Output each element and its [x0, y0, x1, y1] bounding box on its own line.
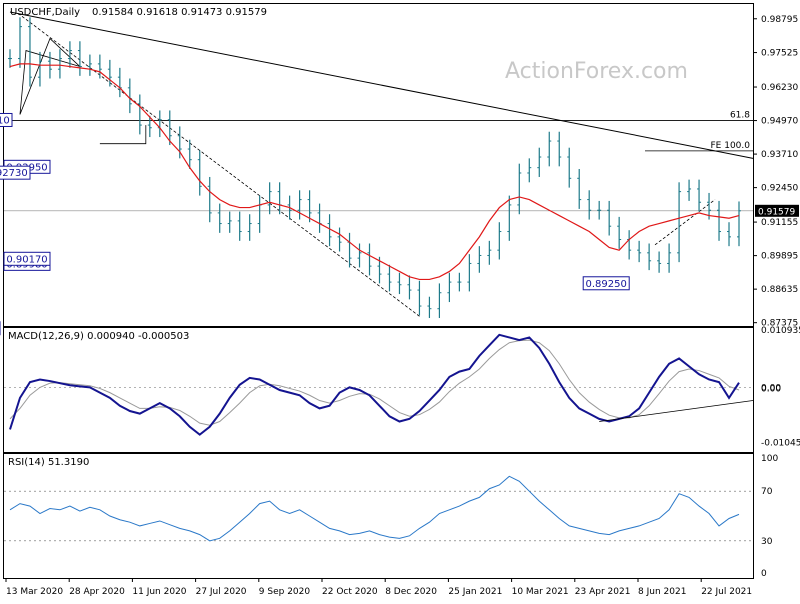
x-tick-label: 8 Jun 2021: [638, 587, 686, 597]
price-panel-frame: [3, 3, 754, 327]
rsi-layer: RSI(14) 51.3190 100 70 30 0: [4, 454, 778, 579]
long-trendline: [9, 11, 754, 159]
x-tick-label: 13 Mar 2020: [6, 587, 63, 597]
last-price-label: 0.91579: [758, 207, 795, 217]
price-annotation-box: [3, 251, 51, 266]
macd-main-line: [9, 333, 740, 436]
rising-trendline-dashed: [654, 199, 716, 246]
price-tick-label: 0.88635: [761, 285, 798, 295]
price-annotation-box: [582, 276, 630, 291]
rsi-tick-label: 100: [761, 454, 778, 464]
price-annotation-box: [0, 112, 13, 127]
macd-layer: MACD(12,26,9) 0.000940 -0.000503 0.010935…: [4, 326, 800, 448]
price-annotation-label: 0.94710: [0, 115, 10, 126]
rsi-line: [9, 475, 740, 542]
macd-tick-label: -0.010459: [761, 438, 800, 448]
price-annotation-label: 0.90170: [6, 254, 47, 265]
header: USDCHF,Daily 0.91584 0.91618 0.91473 0.9…: [10, 7, 267, 18]
header-symbol: USDCHF,Daily: [10, 7, 80, 18]
triangle-pattern: [19, 50, 81, 115]
rsi-tick-label: 0: [761, 569, 767, 579]
price-tick-label: 0.91155: [761, 218, 798, 228]
header-ohlc: 0.91584 0.91618 0.91473 0.91579: [92, 7, 267, 18]
price-tick-label: 0.93710: [761, 150, 798, 160]
x-tick-label: 8 Dec 2020: [385, 587, 437, 597]
rsi-tick-label: 70: [761, 487, 773, 497]
price-tick-label: 0.94970: [761, 117, 798, 127]
x-tick-label: 23 Apr 2021: [575, 587, 631, 597]
last-price-tag: [755, 204, 799, 217]
price-tick-label: 0.96230: [761, 83, 798, 93]
x-tick-label: 22 Oct 2020: [322, 587, 378, 597]
macd-tick-label: 0.010935: [761, 326, 800, 336]
fe-100-label: FE 100.0: [711, 141, 751, 151]
x-tick-label: 11 Jun 2020: [132, 587, 186, 597]
rsi-panel-frame: [3, 453, 754, 579]
flag-pattern: [99, 125, 147, 145]
x-tick-label: 27 Jul 2020: [196, 587, 247, 597]
macd-tick-label: 0.00: [761, 383, 781, 393]
watermark: ActionForex.com: [505, 59, 688, 84]
macd-title: MACD(12,26,9) 0.000940 -0.000503: [8, 331, 189, 342]
price-tick-label: 0.89895: [761, 252, 798, 262]
x-tick-label: 25 Jan 2021: [448, 587, 502, 597]
price-annotation-label: 0.92730: [0, 168, 28, 179]
macd-panel-frame: [3, 327, 754, 453]
price-annotation-label: 0.89250: [586, 279, 627, 290]
macd-signal-line: [9, 339, 740, 426]
price-tick-label: 0.97525: [761, 49, 798, 59]
x-tick-label: 22 Jul 2021: [701, 587, 752, 597]
macd-tick-label: 0.00: [761, 384, 781, 394]
price-tick-label: 0.92450: [761, 184, 798, 194]
price-tick-label: 0.87375: [761, 319, 798, 329]
macd-trendline: [599, 400, 754, 422]
price-annotation-box: [0, 165, 31, 180]
fib-61-8-label: 61.8: [730, 111, 750, 121]
rsi-title: RSI(14) 51.3190: [8, 457, 89, 468]
falling-trendline-dashed: [17, 12, 421, 318]
x-tick-label: 28 Apr 2020: [69, 587, 125, 597]
x-axis: 13 Mar 2020 28 Apr 2020 11 Jun 2020 27 Jul …: [5, 578, 752, 597]
moving-average-line: [9, 63, 740, 281]
price-tick-label: 0.98795: [761, 15, 798, 25]
x-tick-label: 9 Sep 2020: [259, 587, 311, 597]
x-tick-label: 10 Mar 2021: [512, 587, 569, 597]
price-layer: 0.98795 0.97525 0.96230 0.94970 0.93710 0.924…: [0, 11, 799, 336]
rsi-tick-label: 30: [761, 537, 773, 547]
